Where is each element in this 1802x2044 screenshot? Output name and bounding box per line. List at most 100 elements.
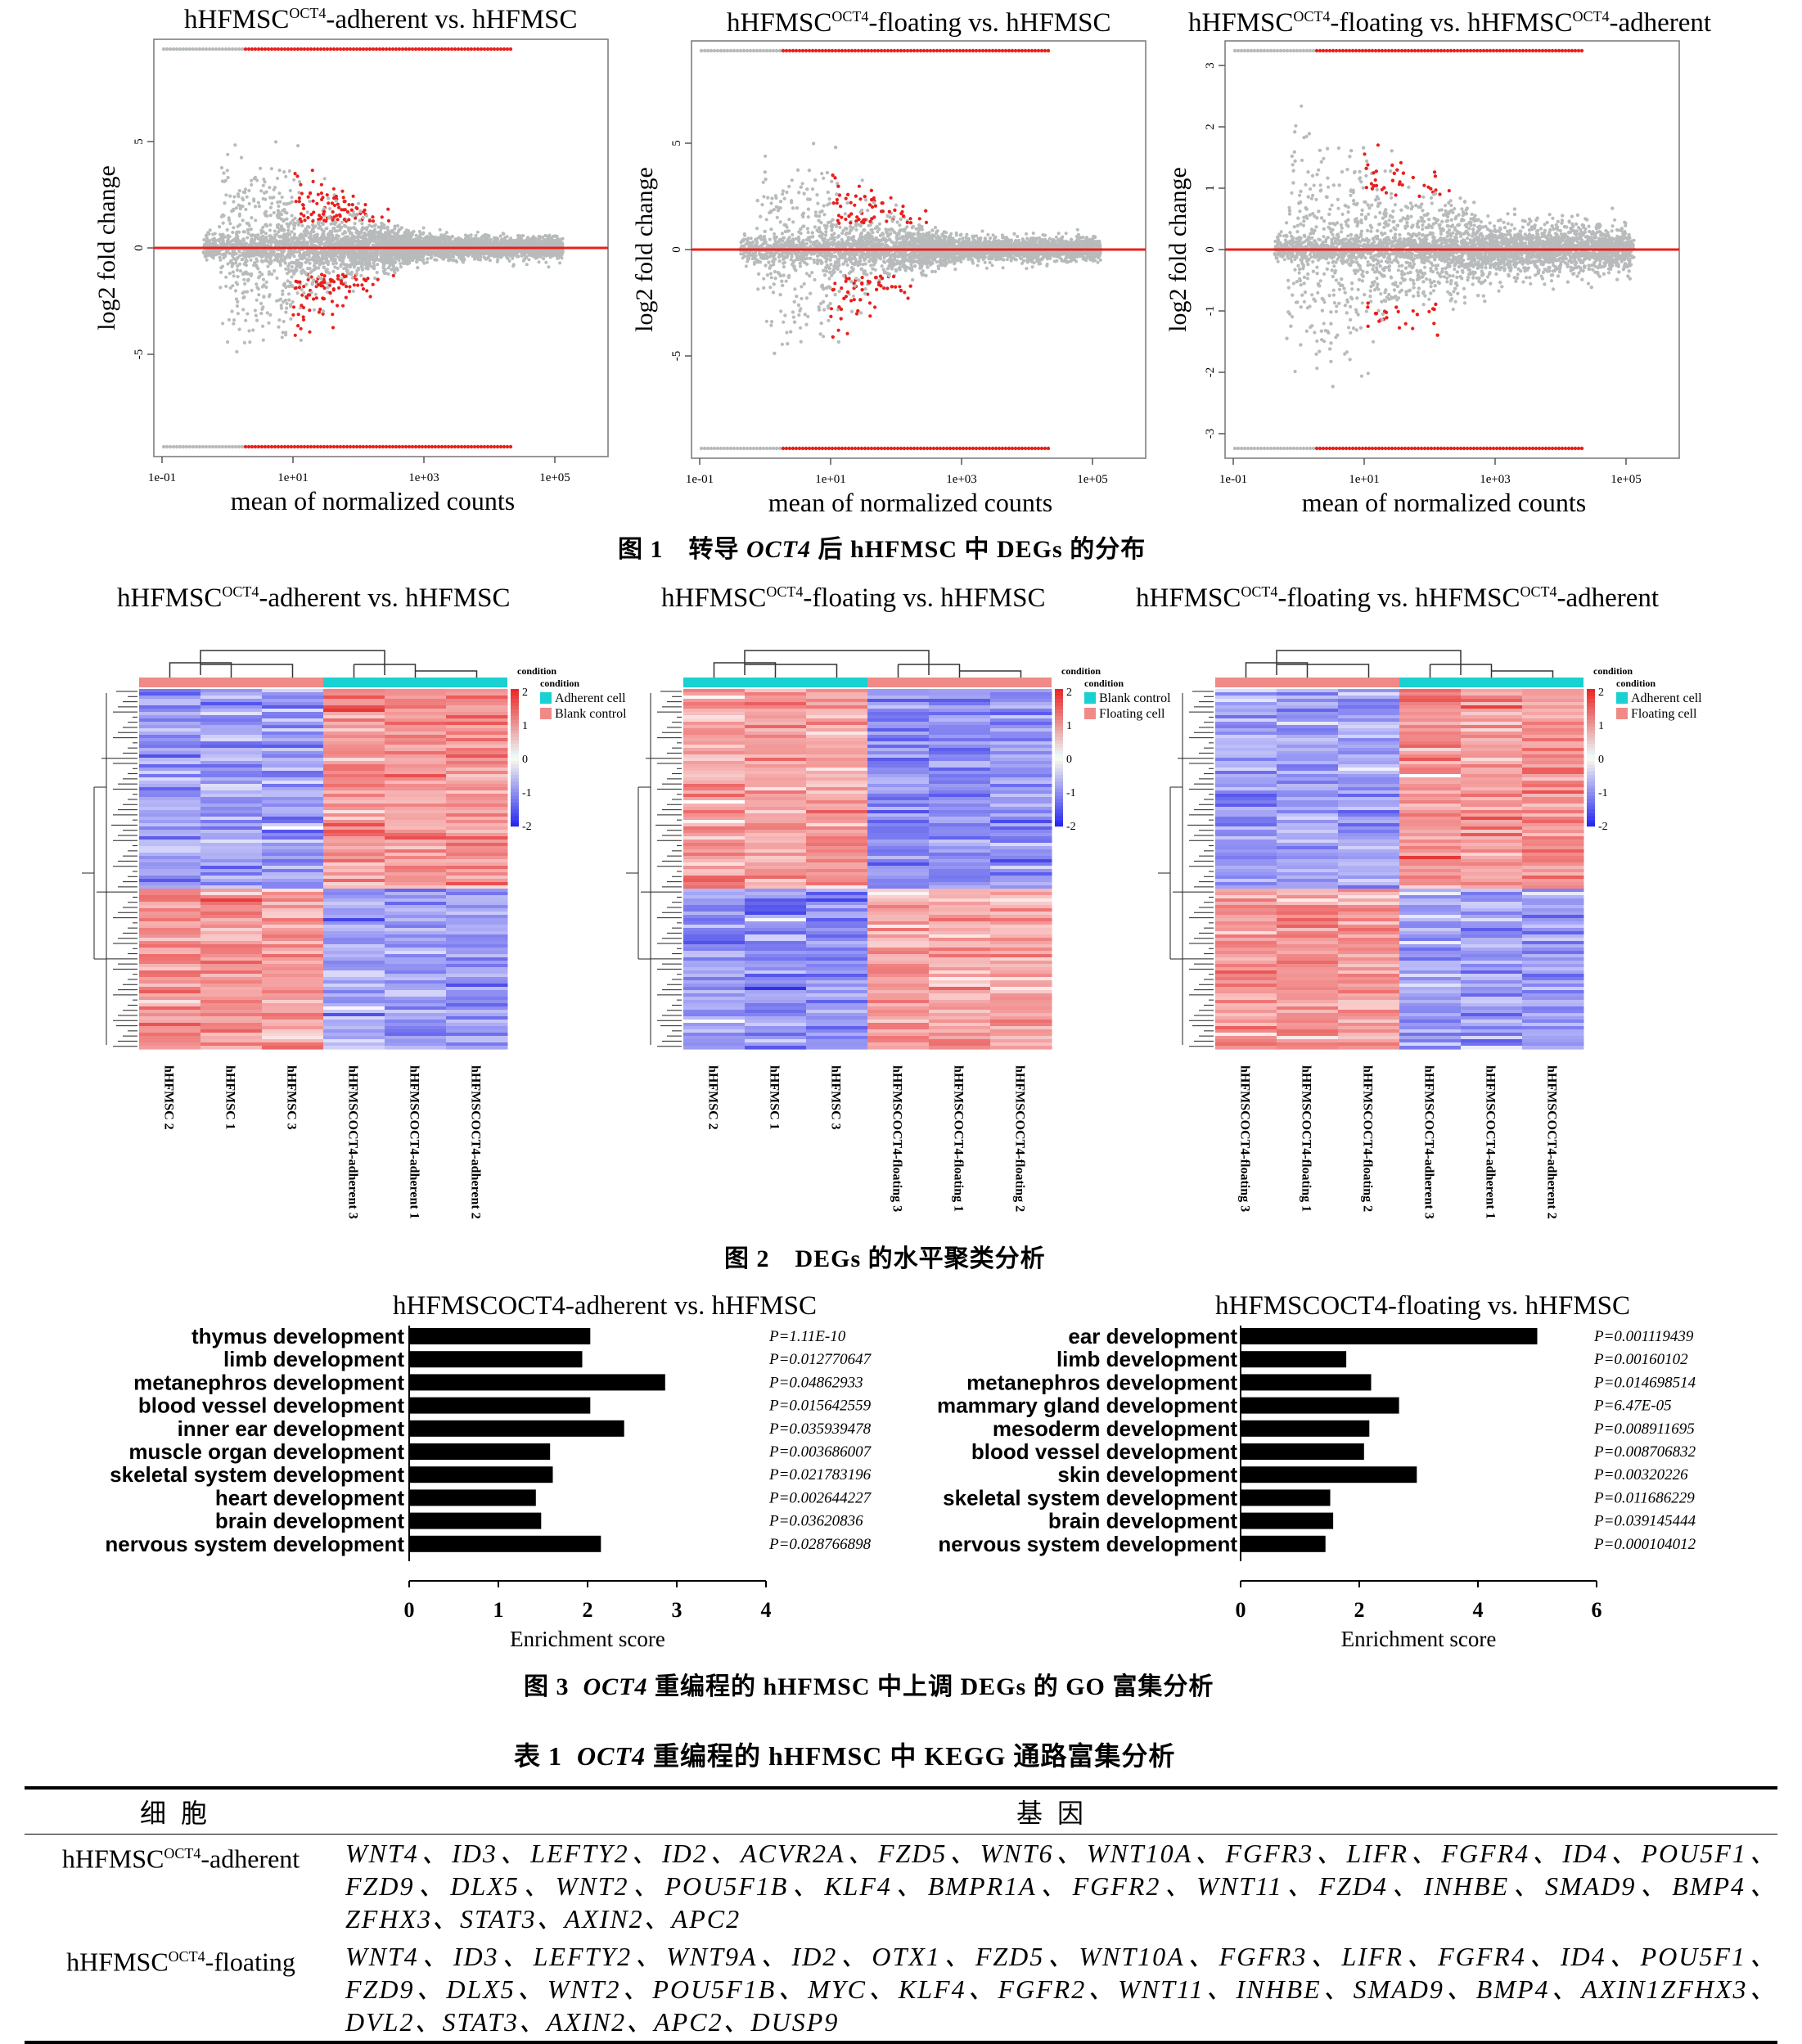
ns-point (304, 272, 308, 276)
ns-point (384, 231, 387, 234)
ns-point (358, 218, 362, 222)
ns-point (250, 244, 254, 247)
ns-point (322, 309, 325, 313)
ns-point (313, 237, 317, 241)
ns-point (248, 202, 251, 205)
ns-point (211, 238, 214, 241)
ns-point (314, 293, 318, 296)
ns-point (557, 249, 561, 252)
de-point (311, 169, 314, 172)
ns-point (407, 254, 410, 258)
ns-point (402, 251, 405, 254)
ns-point (417, 241, 420, 245)
ns-point (417, 256, 421, 259)
ns-point (255, 314, 258, 317)
ns-point (209, 251, 213, 254)
de-point (340, 281, 343, 285)
ns-point (538, 241, 542, 245)
ns-point (241, 272, 245, 276)
de-point (295, 200, 298, 203)
de-point (345, 296, 348, 299)
ns-point (472, 250, 475, 253)
de-point (386, 208, 390, 211)
ns-point (253, 177, 256, 180)
ns-point (475, 234, 478, 237)
de-point (328, 291, 331, 295)
ns-point (450, 243, 453, 246)
ns-point (295, 259, 299, 262)
de-point (347, 203, 350, 206)
ns-point (289, 304, 292, 308)
ns-point (285, 202, 288, 205)
ns-point (298, 261, 301, 264)
ns-point (286, 264, 290, 268)
ns-point (537, 244, 540, 247)
ns-point (228, 272, 232, 275)
ns-point (275, 256, 278, 259)
ns-point (224, 193, 228, 196)
ns-point (233, 143, 237, 146)
de-point (372, 219, 375, 223)
ns-point (360, 222, 363, 225)
ns-point (379, 258, 382, 261)
ns-point (291, 196, 294, 199)
de-point (320, 191, 323, 195)
ns-point (322, 266, 326, 269)
ns-point (327, 286, 330, 289)
ns-point (346, 235, 349, 238)
ns-point (262, 295, 265, 299)
ns-point (261, 226, 264, 229)
ns-point (330, 250, 333, 253)
ns-point (335, 200, 338, 203)
ns-point (284, 268, 287, 271)
ns-point (340, 221, 344, 224)
ns-point (353, 250, 356, 253)
ns-point (318, 220, 321, 223)
ns-point (426, 257, 429, 260)
ns-point (282, 170, 286, 173)
ns-point (251, 328, 255, 331)
ns-point (226, 243, 229, 246)
ns-point (313, 308, 316, 312)
ns-point (244, 187, 247, 191)
de-point (348, 285, 351, 288)
ns-point (392, 264, 395, 268)
ns-point (458, 254, 462, 258)
ns-point (238, 327, 241, 331)
ns-point (320, 277, 323, 280)
ns-point (365, 214, 368, 218)
ns-point (282, 239, 286, 242)
ns-point (419, 232, 422, 236)
ns-point (334, 259, 337, 263)
ns-point (302, 291, 305, 295)
ns-point (291, 261, 295, 264)
ns-point (273, 211, 276, 214)
ns-point (241, 258, 244, 261)
ns-point (396, 268, 399, 272)
ns-point (232, 322, 235, 326)
ns-point (313, 259, 317, 262)
ns-point (218, 233, 222, 236)
ns-point (250, 259, 253, 262)
ns-point (421, 232, 425, 235)
ns-point (226, 228, 229, 232)
ns-point (511, 264, 515, 268)
de-point (355, 207, 358, 210)
ns-point (399, 262, 402, 265)
ns-point (241, 252, 244, 255)
ns-point (239, 269, 242, 272)
ns-point (357, 202, 360, 205)
ns-point (243, 191, 246, 194)
ns-point (277, 205, 280, 208)
ns-point (291, 265, 294, 268)
de-point (336, 274, 340, 277)
ns-point (457, 241, 460, 245)
de-point (315, 202, 318, 205)
ns-point (244, 319, 247, 322)
ns-point (277, 318, 281, 322)
ns-point (226, 250, 229, 254)
ns-point (489, 239, 492, 242)
ns-point (265, 281, 268, 284)
ns-point (218, 225, 221, 228)
ns-point (221, 265, 224, 268)
